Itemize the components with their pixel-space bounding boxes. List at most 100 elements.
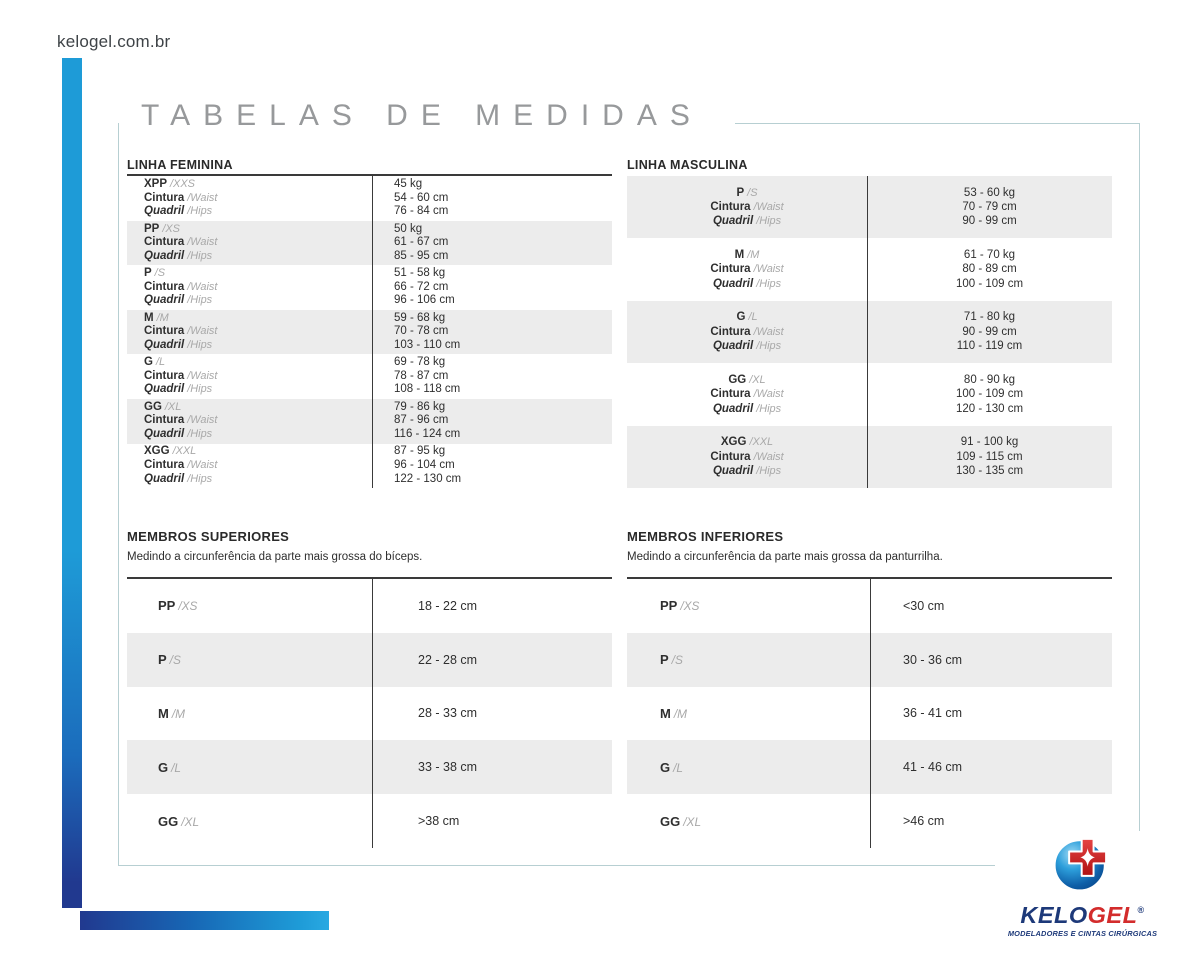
waist-line: Cintura/Waist xyxy=(144,325,372,339)
size-cell: M/M xyxy=(627,706,870,721)
column-divider xyxy=(372,176,373,488)
size-cell: P/S xyxy=(627,652,870,667)
quadril-label: Quadril xyxy=(712,277,754,290)
weight-value: 51 - 58 kg xyxy=(394,267,446,280)
linha-masculina-rows: P/S Cintura/Waist Quadril/Hips 53 - 60 kg 70… xyxy=(627,176,1112,488)
cintura-label: Cintura xyxy=(710,325,751,338)
hips-line: Quadril/Hips xyxy=(627,339,867,353)
waist-value: 96 - 104 cm xyxy=(394,459,455,472)
quadril-label: Quadril xyxy=(712,215,754,228)
values-cell: 91 - 100 kg 109 - 115 cm 130 - 135 cm xyxy=(867,435,1112,478)
hips-line: Quadril/Hips xyxy=(144,205,372,219)
size-label: G xyxy=(144,356,153,369)
membros-inferiores-table: MEMBROS INFERIORES Medindo a circunferên… xyxy=(627,529,1112,848)
hips-value: 130 - 135 cm xyxy=(955,464,1024,477)
size-alt-label: /L xyxy=(748,311,758,324)
waist-label: /Waist xyxy=(753,200,784,213)
brand-wordmark: KELOGEL® xyxy=(995,898,1170,927)
hips-line: Quadril/Hips xyxy=(144,473,372,487)
size-label: M xyxy=(734,248,745,261)
cintura-label: Cintura xyxy=(710,263,751,276)
table-top-rule xyxy=(627,577,1112,579)
cintura-label: Cintura xyxy=(144,236,185,249)
quadril-label: Quadril xyxy=(712,340,754,353)
weight-value: 59 - 68 kg xyxy=(394,311,446,324)
waist-line: Cintura/Waist xyxy=(144,192,372,206)
size-alt-label: /XS xyxy=(162,222,180,235)
cintura-label: Cintura xyxy=(144,414,185,427)
size-label: G xyxy=(660,759,671,775)
value-cell: >38 cm xyxy=(372,814,612,828)
registered-mark: ® xyxy=(1137,905,1145,915)
values-cell: 51 - 58 kg 66 - 72 cm 96 - 106 cm xyxy=(372,267,612,308)
quadril-label: Quadril xyxy=(144,338,185,351)
table-row: G/L Cintura/Waist Quadril/Hips 71 - 80 kg 90… xyxy=(627,300,1112,364)
quadril-label: Quadril xyxy=(144,205,185,218)
table-row: GG/XL >38 cm xyxy=(127,794,612,848)
quadril-label: Quadril xyxy=(144,472,185,485)
size-alt-label: /S xyxy=(154,267,165,280)
measure-value: >38 cm xyxy=(418,814,460,829)
membros-superiores-description: Medindo a circunferência da parte mais g… xyxy=(127,551,423,563)
quadril-label: Quadril xyxy=(144,294,185,307)
hips-line: Quadril/Hips xyxy=(627,277,867,291)
waist-value: 66 - 72 cm xyxy=(394,280,449,293)
size-label: G xyxy=(736,311,746,324)
size-cell: P/S Cintura/Waist Quadril/Hips xyxy=(127,267,372,308)
brand-gel: GEL xyxy=(1087,902,1138,928)
waist-label: /Waist xyxy=(753,388,784,401)
table-row: P/S Cintura/Waist Quadril/Hips 51 - 58 kg 66… xyxy=(127,265,612,310)
linha-feminina-table: LINHA FEMININA XPP/XXS Cintura/Waist Quadr… xyxy=(127,158,612,488)
waist-line: Cintura/Waist xyxy=(144,414,372,428)
size-cell: PP/XS xyxy=(627,598,870,613)
size-line: P/S xyxy=(627,186,867,200)
size-alt-label: /S xyxy=(671,653,683,668)
hips-value: 100 - 109 cm xyxy=(955,277,1024,290)
kelogel-logo: KELOGEL® MODELADORES E CINTAS CIRÚRGICAS xyxy=(995,831,1170,939)
linha-masculina-table: LINHA MASCULINA P/S Cintura/Waist Quadril /… xyxy=(627,158,1112,488)
size-cell: XGG/XXL Cintura/Waist Quadril/Hips xyxy=(627,435,867,478)
content-frame-top-border xyxy=(735,123,1140,124)
value-cell: 28 - 33 cm xyxy=(372,706,612,720)
table-row: PP/XS Cintura/Waist Quadril/Hips 50 kg 61 - … xyxy=(127,220,612,266)
table-row: GG/XL Cintura/Waist Quadril/Hips 80 - 90 kg… xyxy=(627,363,1112,425)
hips-label: /Hips xyxy=(187,294,213,307)
table-row: G/L 33 - 38 cm xyxy=(127,740,612,795)
waist-label: /Waist xyxy=(187,191,218,204)
size-alt-label: /XXL xyxy=(749,436,774,449)
size-cell: XPP/XXS Cintura/Waist Quadril/Hips xyxy=(127,178,372,219)
hips-label: /Hips xyxy=(756,277,782,290)
value-cell: 36 - 41 cm xyxy=(870,706,1112,720)
membros-superiores-title: MEMBROS SUPERIORES xyxy=(127,529,290,544)
hips-line: Quadril/Hips xyxy=(144,383,372,397)
size-cell: P/S xyxy=(127,652,372,667)
size-cell: P/S Cintura/Waist Quadril/Hips xyxy=(627,186,867,229)
table-row: P/S 22 - 28 cm xyxy=(127,632,612,687)
quadril-label: Quadril xyxy=(144,428,185,441)
hips-label: /Hips xyxy=(187,338,213,351)
measure-value: >46 cm xyxy=(903,814,945,829)
values-cell: 53 - 60 kg 70 - 79 cm 90 - 99 cm xyxy=(867,186,1112,229)
waist-value: 70 - 79 cm xyxy=(962,200,1017,213)
cintura-label: Cintura xyxy=(144,369,185,382)
size-cell: GG/XL xyxy=(627,814,870,829)
membros-superiores-rows: PP/XS 18 - 22 cm P/S 22 - 28 cm M/M 28 - 33 c… xyxy=(127,579,612,848)
size-cell: G/L xyxy=(127,760,372,775)
weight-value: 87 - 95 kg xyxy=(394,445,446,458)
hips-line: Quadril/Hips xyxy=(144,428,372,442)
values-cell: 61 - 70 kg 80 - 89 cm 100 - 109 cm xyxy=(867,248,1112,291)
linha-feminina-rows: XPP/XXS Cintura/Waist Quadril/Hips 45 kg 54 … xyxy=(127,176,612,488)
waist-line: Cintura/Waist xyxy=(144,370,372,384)
value-cell: 41 - 46 cm xyxy=(870,760,1112,774)
weight-value: 53 - 60 kg xyxy=(963,186,1016,199)
hips-line: Quadril/Hips xyxy=(144,339,372,353)
weight-value: 71 - 80 kg xyxy=(963,311,1016,324)
hips-value: 110 - 119 cm xyxy=(956,340,1023,353)
size-line: GG/XL xyxy=(144,401,372,415)
value-cell: >46 cm xyxy=(870,814,1112,828)
measure-value: 22 - 28 cm xyxy=(418,652,478,667)
column-divider xyxy=(867,176,868,488)
brand-kelo: KELO xyxy=(1020,902,1088,928)
linha-masculina-title: LINHA MASCULINA xyxy=(627,158,748,172)
membros-superiores-table: MEMBROS SUPERIORES Medindo a circunferên… xyxy=(127,529,612,848)
